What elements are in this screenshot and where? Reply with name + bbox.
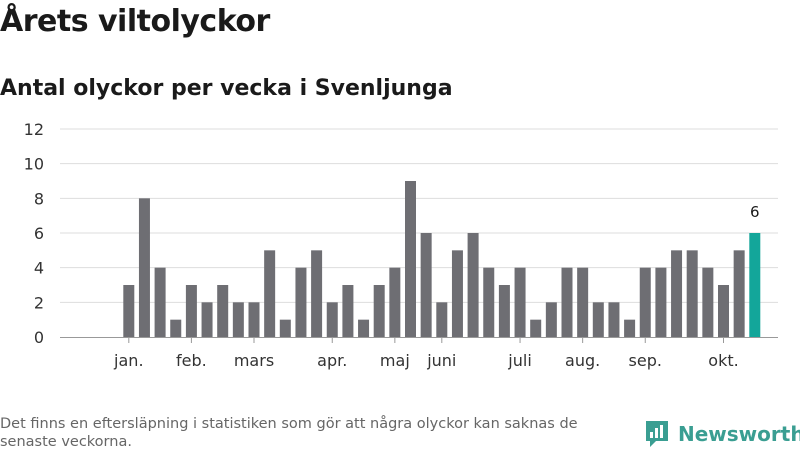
bar	[624, 319, 636, 337]
bar	[170, 319, 182, 337]
bar	[295, 267, 307, 337]
bar	[498, 285, 510, 337]
bar	[561, 267, 573, 337]
bar	[467, 233, 479, 337]
bar-chart: 0 2 4 6 8 10 12 6 jan. feb. mars apr. maj juni juli aug…	[24, 120, 778, 370]
bar-highlight	[749, 233, 761, 337]
bar	[718, 285, 729, 337]
y-tick-label: 0	[34, 328, 44, 347]
bar	[248, 302, 260, 337]
y-tick-label: 6	[34, 224, 44, 243]
bar	[592, 302, 604, 337]
bar	[342, 285, 354, 337]
bar	[405, 181, 416, 337]
x-tick-label: mars	[234, 351, 274, 370]
x-tick-label: feb.	[176, 351, 207, 370]
bar	[530, 319, 542, 337]
bar	[279, 319, 291, 337]
bar	[608, 302, 620, 337]
bar	[436, 302, 448, 337]
brand-logo[interactable]: Newsworthy	[644, 419, 800, 449]
chart-title: Årets viltolyckor	[0, 4, 270, 39]
x-tick-label: jan.	[113, 351, 143, 370]
bar	[514, 267, 526, 337]
data-label: 6	[750, 203, 760, 221]
bar	[733, 250, 745, 337]
bar	[326, 302, 338, 337]
bar	[420, 233, 432, 337]
bar	[671, 250, 683, 337]
bar	[138, 198, 150, 337]
y-tick-label: 10	[24, 155, 44, 174]
x-tick-label: sep.	[629, 351, 662, 370]
bar	[264, 250, 276, 337]
bar	[185, 285, 197, 337]
bar	[389, 267, 401, 337]
y-tick-label: 4	[34, 259, 44, 278]
x-tick-label: okt.	[708, 351, 738, 370]
bar	[451, 250, 463, 337]
bar	[201, 302, 213, 337]
bar	[639, 267, 651, 337]
bar	[123, 285, 135, 337]
x-tick-label: juni	[426, 351, 456, 370]
newsworthy-icon	[646, 421, 668, 447]
chart-subtitle: Antal olyckor per vecka i Svenljunga	[0, 76, 453, 101]
bar	[702, 267, 714, 337]
footnote: Det finns en eftersläpning i statistiken…	[0, 416, 578, 450]
bar	[577, 267, 589, 337]
brand-name: Newsworthy	[678, 422, 800, 446]
bar	[483, 267, 495, 337]
y-tick-label: 2	[34, 293, 44, 312]
bar	[655, 267, 667, 337]
bar	[545, 302, 557, 337]
x-tick-label: apr.	[317, 351, 347, 370]
x-tick-label: aug.	[565, 351, 600, 370]
x-tick-label: juli	[507, 351, 531, 370]
y-tick-label: 8	[34, 189, 44, 208]
bar	[232, 302, 244, 337]
y-tick-label: 12	[24, 120, 44, 139]
bar	[373, 285, 385, 337]
bar	[217, 285, 229, 337]
bar	[154, 267, 166, 337]
bar	[311, 250, 323, 337]
x-tick-label: maj	[380, 351, 410, 370]
bar	[358, 319, 370, 337]
bar	[686, 250, 698, 337]
